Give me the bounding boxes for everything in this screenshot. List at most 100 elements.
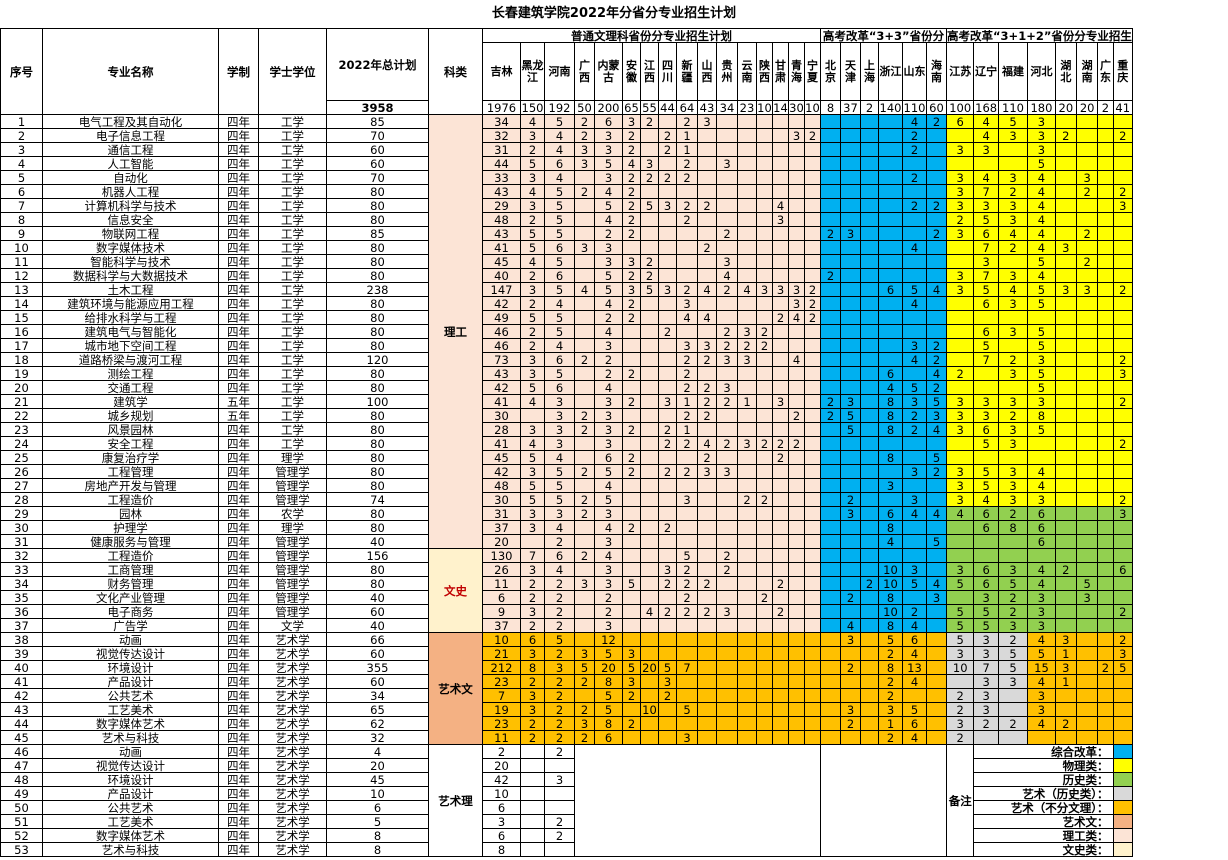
plan-cell: 5 (997, 660, 1029, 675)
plan-cell (716, 296, 738, 311)
plan-cell: 2 (622, 198, 641, 213)
plan-cell (1054, 464, 1078, 479)
plan-cell (860, 492, 879, 507)
plan-cell (926, 240, 947, 255)
plan-cell (1097, 730, 1114, 745)
row-seq: 2 (0, 128, 43, 143)
plan-cell: 3 (973, 408, 999, 423)
table-row: 7 计算机科学与技术 四年 工学 80 29 3 5 5 2 5 3 2 2 4 2 2 3 3 3 4 3 (0, 198, 1133, 213)
row-duration: 四年 (218, 450, 259, 465)
plan-cell (1097, 212, 1114, 227)
province-total: 30 (788, 100, 805, 115)
plan-cell (1075, 604, 1099, 619)
plan-cell (945, 338, 975, 353)
plan-cell (1054, 324, 1078, 339)
row-total-plan: 60 (326, 142, 429, 157)
plan-cell (1097, 562, 1114, 577)
plan-cell (716, 716, 738, 731)
legend-swatch (1112, 786, 1133, 801)
plan-cell (676, 646, 698, 661)
row-duration: 四年 (218, 142, 259, 157)
plan-cell (840, 646, 861, 661)
row-major-name: 城乡规划 (42, 408, 219, 423)
plan-cell (840, 296, 861, 311)
plan-cell (945, 436, 975, 451)
plan-cell (804, 408, 821, 423)
plan-cell: 6 (520, 632, 545, 647)
row-duration: 四年 (218, 702, 259, 717)
plan-cell (878, 492, 903, 507)
plan-cell (772, 184, 789, 199)
plan-cell (860, 646, 879, 661)
row-degree: 管理学 (258, 534, 327, 549)
row-duration: 四年 (218, 156, 259, 171)
plan-cell: 4 (902, 352, 927, 367)
plan-cell (1054, 576, 1078, 591)
plan-cell: 212 (482, 660, 521, 675)
plan-cell (756, 240, 773, 255)
plan-cell: 2 (544, 604, 575, 619)
plan-cell: 3 (788, 296, 805, 311)
plan-cell: 2 (520, 590, 545, 605)
plan-cell: 19 (482, 702, 521, 717)
plan-cell: 6 (482, 828, 521, 843)
plan-cell (1075, 380, 1099, 395)
row-total-plan: 6 (326, 800, 429, 815)
row-seq: 36 (0, 604, 43, 619)
plan-cell: 2 (676, 156, 698, 171)
plan-cell: 2 (804, 310, 821, 325)
plan-cell: 4 (544, 142, 575, 157)
plan-cell: 3 (676, 296, 698, 311)
row-major-name: 数据科学与大数据技术 (42, 268, 219, 283)
plan-cell: 3 (574, 142, 595, 157)
plan-cell: 2 (1112, 436, 1133, 451)
plan-cell: 2 (520, 674, 545, 689)
header-province: 吉林 (482, 42, 521, 101)
plan-cell (520, 814, 545, 829)
province-total: 10 (756, 100, 773, 115)
plan-cell: 6 (482, 590, 521, 605)
plan-cell (804, 380, 821, 395)
plan-cell (640, 128, 659, 143)
plan-cell (640, 338, 659, 353)
plan-cell (622, 408, 641, 423)
table-row: 28 工程造价 四年 管理学 74 30 5 5 2 5 3 2 2 2 3 3 4 3 3 2 (0, 492, 1133, 507)
plan-cell (640, 716, 659, 731)
plan-cell: 2 (840, 590, 861, 605)
row-degree: 工学 (258, 212, 327, 227)
plan-cell (737, 702, 757, 717)
plan-cell (1027, 450, 1056, 465)
plan-cell (1054, 352, 1078, 367)
plan-cell: 5 (544, 282, 575, 297)
row-duration: 四年 (218, 366, 259, 381)
plan-cell (1075, 394, 1099, 409)
plan-cell: 2 (772, 450, 789, 465)
plan-cell: 11 (482, 576, 521, 591)
row-degree: 工学 (258, 310, 327, 325)
plan-cell (1097, 310, 1114, 325)
plan-cell: 3 (520, 464, 545, 479)
plan-cell: 4 (594, 184, 623, 199)
plan-cell: 2 (945, 688, 975, 703)
plan-cell: 2 (544, 814, 575, 829)
plan-cell (737, 562, 757, 577)
plan-cell (574, 618, 595, 633)
plan-cell: 4 (520, 394, 545, 409)
plan-cell (1097, 422, 1114, 437)
plan-cell (840, 170, 861, 185)
plan-cell: 2 (658, 324, 677, 339)
plan-cell (622, 338, 641, 353)
table-row: 48 环境设计 四年 艺术学 45 42 3 历史类： (0, 772, 1133, 787)
plan-cell (820, 604, 841, 619)
table-row: 27 房地产开发与管理 四年 管理学 80 48 5 5 4 3 3 5 3 4 (0, 478, 1133, 493)
plan-cell (1097, 548, 1114, 563)
plan-cell (737, 646, 757, 661)
plan-cell: 3 (1027, 618, 1056, 633)
plan-cell (1027, 548, 1056, 563)
row-duration: 四年 (218, 674, 259, 689)
plan-cell: 4 (1027, 226, 1056, 241)
plan-cell (772, 268, 789, 283)
plan-cell (878, 296, 903, 311)
plan-cell: 2 (544, 674, 575, 689)
plan-cell: 2 (676, 198, 698, 213)
